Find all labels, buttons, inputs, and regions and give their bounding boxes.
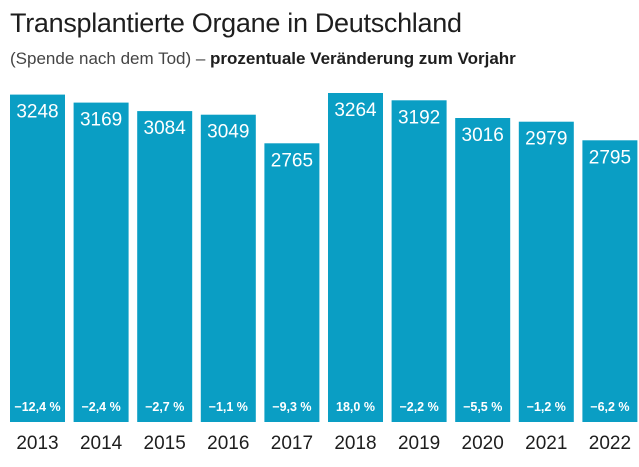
bar (455, 118, 511, 422)
x-tick-label: 2013 (16, 433, 58, 454)
x-tick-label: 2020 (462, 433, 504, 454)
bar-value-label: 3169 (80, 110, 122, 131)
bar-value-label: 3049 (207, 122, 249, 143)
chart-title: Transplantierte Organe in Deutschland (10, 8, 462, 38)
change-label: −1,2 % (527, 400, 566, 414)
bar (518, 121, 574, 422)
change-label: −5,5 % (463, 400, 502, 414)
bar-value-label: 2765 (271, 150, 313, 171)
chart-subtitle: (Spende nach dem Tod) – prozentuale Verä… (10, 49, 516, 69)
bar-value-label: 3084 (144, 118, 187, 139)
change-label: −2,2 % (399, 400, 438, 414)
change-label: −2,4 % (81, 400, 120, 414)
bar (328, 93, 383, 422)
bar (264, 143, 320, 423)
bar-value-label: 2979 (525, 129, 567, 150)
bar-value-label: 3192 (398, 107, 440, 128)
x-tick-label: 2017 (271, 433, 313, 454)
bar (582, 140, 638, 423)
bar-value-label: 3264 (334, 100, 377, 121)
change-label: −1,1 % (209, 400, 248, 414)
x-tick-label: 2016 (207, 433, 249, 454)
bar-value-label: 3016 (462, 125, 504, 146)
x-tick-label: 2015 (144, 433, 186, 454)
change-label: 18,0 % (336, 400, 375, 414)
change-label: −6,2 % (590, 400, 629, 414)
bar (137, 111, 193, 422)
subtitle-plain: (Spende nach dem Tod) – (10, 49, 211, 68)
bar (200, 114, 256, 422)
bar (10, 94, 65, 422)
x-tick-label: 2018 (334, 433, 376, 454)
bar-value-label: 3248 (16, 102, 58, 123)
bar-value-label: 2795 (589, 147, 631, 168)
bar (391, 100, 447, 423)
x-tick-label: 2021 (525, 433, 567, 454)
subtitle-bold: prozentuale Veränderung zum Vorjahr (210, 49, 516, 68)
x-tick-label: 2014 (80, 433, 123, 454)
x-tick-label: 2022 (589, 433, 631, 454)
bar (73, 102, 129, 422)
change-label: −9,3 % (272, 400, 311, 414)
change-label: −12,4 % (14, 400, 60, 414)
change-label: −2,7 % (145, 400, 184, 414)
x-tick-label: 2019 (398, 433, 440, 454)
